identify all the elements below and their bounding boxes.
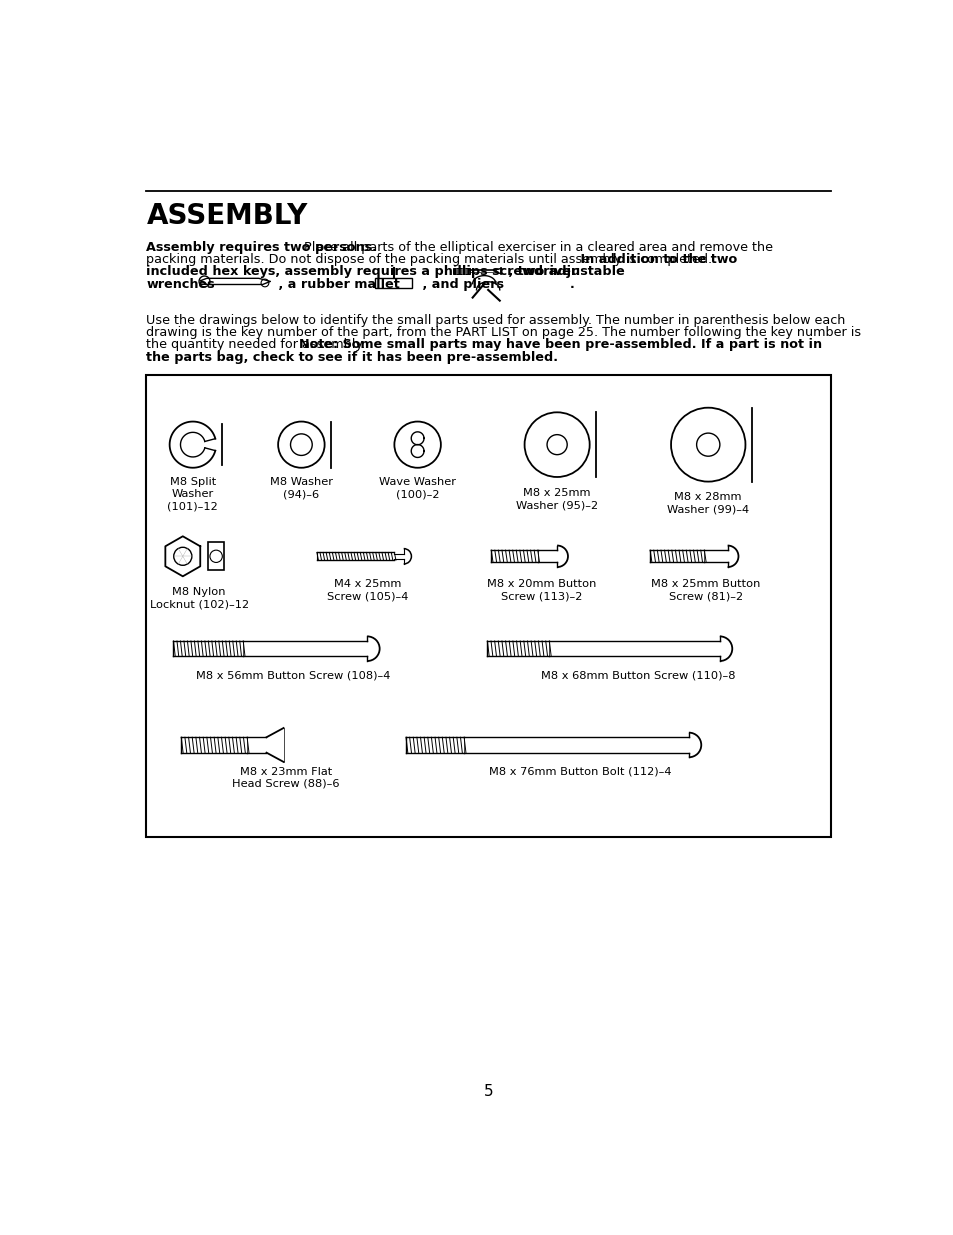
Text: In addition to the two: In addition to the two <box>576 253 737 266</box>
Text: M8 x 20mm Button
Screw (113)–2: M8 x 20mm Button Screw (113)–2 <box>486 579 596 601</box>
Text: ASSEMBLY: ASSEMBLY <box>146 203 308 230</box>
Text: M8 x 76mm Button Bolt (112)–4: M8 x 76mm Button Bolt (112)–4 <box>489 767 671 777</box>
Text: included hex keys, assembly requires a phillips screwdriver: included hex keys, assembly requires a p… <box>146 266 577 278</box>
Text: the parts bag, check to see if it has been pre-assembled.: the parts bag, check to see if it has be… <box>146 351 558 364</box>
Text: , two adjustable: , two adjustable <box>503 266 624 278</box>
Text: drawing is the key number of the part, from the PART LIST on page 25. The number: drawing is the key number of the part, f… <box>146 326 861 340</box>
Text: Use the drawings below to identify the small parts used for assembly. The number: Use the drawings below to identify the s… <box>146 314 845 327</box>
Text: M8 x 25mm Button
Screw (81)–2: M8 x 25mm Button Screw (81)–2 <box>651 579 760 601</box>
Bar <box>208 542 224 571</box>
Text: M8 x 23mm Flat
Head Screw (88)–6: M8 x 23mm Flat Head Screw (88)–6 <box>232 767 339 789</box>
Text: packing materials. Do not dispose of the packing materials until assembly is com: packing materials. Do not dispose of the… <box>146 253 712 266</box>
Text: Wave Washer
(100)–2: Wave Washer (100)–2 <box>378 477 456 499</box>
Bar <box>375 278 412 288</box>
Text: M8 Washer
(94)–6: M8 Washer (94)–6 <box>270 477 333 499</box>
Text: M8 x 25mm
Washer (95)–2: M8 x 25mm Washer (95)–2 <box>516 488 598 510</box>
Text: M8 x 56mm Button Screw (108)–4: M8 x 56mm Button Screw (108)–4 <box>196 671 391 680</box>
Text: Note: Some small parts may have been pre-assembled. If a part is not in: Note: Some small parts may have been pre… <box>298 338 821 352</box>
Text: the quantity needed for assembly.: the quantity needed for assembly. <box>146 338 369 352</box>
Text: M8 Split
Washer
(101)–12: M8 Split Washer (101)–12 <box>168 477 218 511</box>
Text: , and pliers: , and pliers <box>417 278 503 290</box>
Bar <box>146 375 831 837</box>
Text: M8 x 28mm
Washer (99)–4: M8 x 28mm Washer (99)–4 <box>666 493 748 515</box>
Text: Assembly requires two persons.: Assembly requires two persons. <box>146 241 376 253</box>
Bar <box>453 268 470 274</box>
Text: 5: 5 <box>483 1084 494 1099</box>
Text: , a rubber mallet: , a rubber mallet <box>274 278 399 290</box>
Text: .: . <box>506 278 574 290</box>
Text: wrenches: wrenches <box>146 278 214 290</box>
Text: M8 Nylon
Locknut (102)–12: M8 Nylon Locknut (102)–12 <box>150 587 249 610</box>
Text: M4 x 25mm
Screw (105)–4: M4 x 25mm Screw (105)–4 <box>326 579 408 601</box>
Text: M8 x 68mm Button Screw (110)–8: M8 x 68mm Button Screw (110)–8 <box>540 671 735 680</box>
Text: Place all parts of the elliptical exerciser in a cleared area and remove the: Place all parts of the elliptical exerci… <box>299 241 772 253</box>
